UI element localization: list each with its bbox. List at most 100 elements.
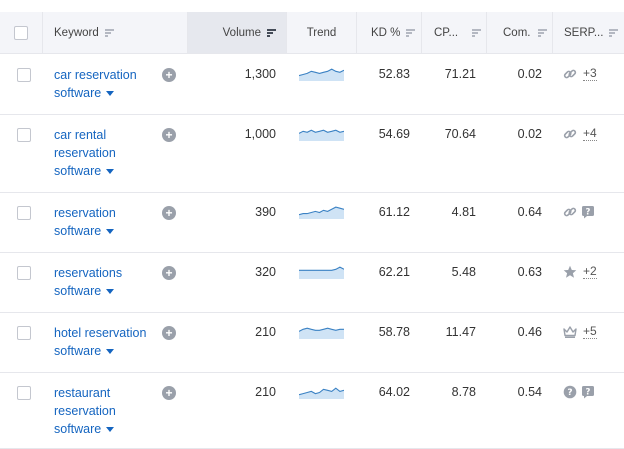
- trend-line: [298, 68, 345, 77]
- row-checkbox[interactable]: [17, 206, 31, 220]
- chevron-down-icon[interactable]: [106, 229, 115, 235]
- row-checkbox[interactable]: [17, 326, 31, 340]
- chevron-down-icon[interactable]: [106, 91, 115, 97]
- cpc-value: 70.64: [444, 127, 476, 141]
- chevron-down-icon[interactable]: [106, 169, 115, 175]
- keyword-line: software: [54, 342, 146, 360]
- sort-icon[interactable]: [104, 29, 114, 37]
- trend-sparkline: [299, 266, 345, 279]
- add-keyword-icon[interactable]: +: [162, 386, 176, 400]
- competition-value: 0.64: [517, 205, 542, 219]
- svg-text:?: ?: [586, 207, 591, 217]
- column-kd[interactable]: KD %: [356, 12, 421, 53]
- column-trend-label: Trend: [306, 26, 337, 39]
- table-row: hotel reservation software +210 58.78 11.47 0…: [0, 313, 624, 373]
- trend-line: [298, 327, 344, 332]
- column-keyword-label: Keyword: [54, 26, 99, 39]
- trend-line: [298, 129, 345, 134]
- svg-text:?: ?: [586, 387, 591, 397]
- sort-active-icon[interactable]: [267, 29, 276, 37]
- keyword-line: reservation: [54, 404, 116, 418]
- add-keyword-icon[interactable]: +: [162, 266, 176, 280]
- cpc-value: 11.47: [445, 325, 476, 339]
- column-volume[interactable]: Volume: [187, 12, 286, 53]
- sort-icon[interactable]: [609, 29, 619, 37]
- trend-sparkline: [298, 129, 345, 141]
- kd-value: 58.78: [378, 325, 410, 339]
- row-checkbox[interactable]: [17, 68, 31, 82]
- keyword-line: software: [54, 222, 116, 240]
- crown-icon[interactable]: [563, 325, 577, 339]
- trend-line: [298, 206, 345, 216]
- column-serp-label: SERP...: [564, 26, 604, 39]
- kd-value: 54.69: [378, 127, 410, 141]
- keyword-line: car rental: [54, 128, 107, 142]
- column-serp[interactable]: SERP...: [552, 12, 624, 53]
- keyword-link[interactable]: reservations software: [54, 264, 122, 300]
- chevron-down-icon[interactable]: [106, 289, 115, 295]
- row-checkbox[interactable]: [17, 386, 31, 400]
- add-keyword-icon[interactable]: +: [162, 128, 176, 142]
- link-icon[interactable]: [563, 127, 577, 141]
- select-all-checkbox[interactable]: [14, 25, 28, 40]
- volume-value: 210: [255, 325, 276, 339]
- serp-features: +4: [563, 127, 597, 141]
- add-keyword-icon[interactable]: +: [162, 326, 176, 340]
- trend-sparkline: [298, 387, 345, 399]
- sort-icon[interactable]: [472, 29, 482, 37]
- question-square-icon[interactable]: ?: [581, 385, 595, 399]
- serp-count[interactable]: +5: [583, 324, 597, 339]
- chevron-down-icon[interactable]: [106, 427, 115, 433]
- trend-area: [299, 130, 344, 141]
- competition-value: 0.54: [517, 385, 542, 399]
- sort-icon[interactable]: [406, 29, 416, 37]
- serp-count[interactable]: +2: [583, 264, 597, 279]
- sort-icon[interactable]: [538, 29, 548, 37]
- table-row: restaurant reservation software +210 64.02 8.…: [0, 373, 624, 449]
- add-keyword-icon[interactable]: +: [162, 206, 176, 220]
- column-cpc[interactable]: CP...: [421, 12, 486, 53]
- keyword-line: reservations: [54, 266, 123, 280]
- question-square-icon[interactable]: ?: [581, 205, 595, 219]
- star-icon[interactable]: [563, 265, 577, 279]
- cpc-value: 4.81: [451, 205, 476, 219]
- table-header: Keyword Volume Trend KD % CP... Com. SER…: [0, 12, 624, 54]
- column-trend: Trend: [286, 12, 356, 53]
- row-checkbox[interactable]: [17, 266, 31, 280]
- volume-value: 390: [255, 205, 276, 219]
- keyword-link[interactable]: reservation software: [54, 204, 116, 240]
- column-keyword[interactable]: Keyword: [42, 12, 187, 53]
- keyword-link[interactable]: car rental reservation software: [54, 126, 116, 180]
- link-icon[interactable]: [563, 205, 577, 219]
- keyword-link[interactable]: restaurant reservation software: [54, 384, 116, 438]
- volume-value: 1,000: [244, 127, 276, 141]
- serp-features: +2: [563, 265, 597, 279]
- add-keyword-icon[interactable]: +: [162, 68, 176, 82]
- keyword-link[interactable]: car reservation software: [54, 66, 137, 102]
- column-com[interactable]: Com.: [486, 12, 552, 53]
- row-checkbox[interactable]: [17, 128, 31, 142]
- kd-value: 61.12: [378, 205, 410, 219]
- trend-cell: [298, 385, 345, 399]
- serp-count[interactable]: +3: [583, 66, 597, 81]
- serp-features: +3: [563, 67, 597, 81]
- table-row: reservations software +320 62.21 5.48 0.63 +2: [0, 253, 624, 313]
- keyword-line: software: [54, 420, 116, 438]
- link-icon[interactable]: [563, 67, 577, 81]
- question-circle-icon[interactable]: ?: [563, 385, 577, 399]
- trend-area: [299, 207, 344, 219]
- trend-sparkline: [298, 327, 344, 339]
- trend-line: [298, 387, 345, 396]
- competition-value: 0.02: [517, 127, 542, 141]
- trend-cell: [298, 67, 345, 81]
- serp-count[interactable]: +4: [583, 126, 597, 141]
- keyword-line: software: [54, 282, 122, 300]
- trend-area: [299, 328, 344, 339]
- volume-value: 1,300: [244, 67, 276, 81]
- volume-value: 320: [255, 265, 276, 279]
- trend-cell: [298, 205, 345, 219]
- keyword-link[interactable]: hotel reservation software: [54, 324, 146, 360]
- serp-features: ?: [563, 205, 595, 219]
- cpc-value: 71.21: [444, 67, 476, 81]
- chevron-down-icon[interactable]: [106, 349, 115, 355]
